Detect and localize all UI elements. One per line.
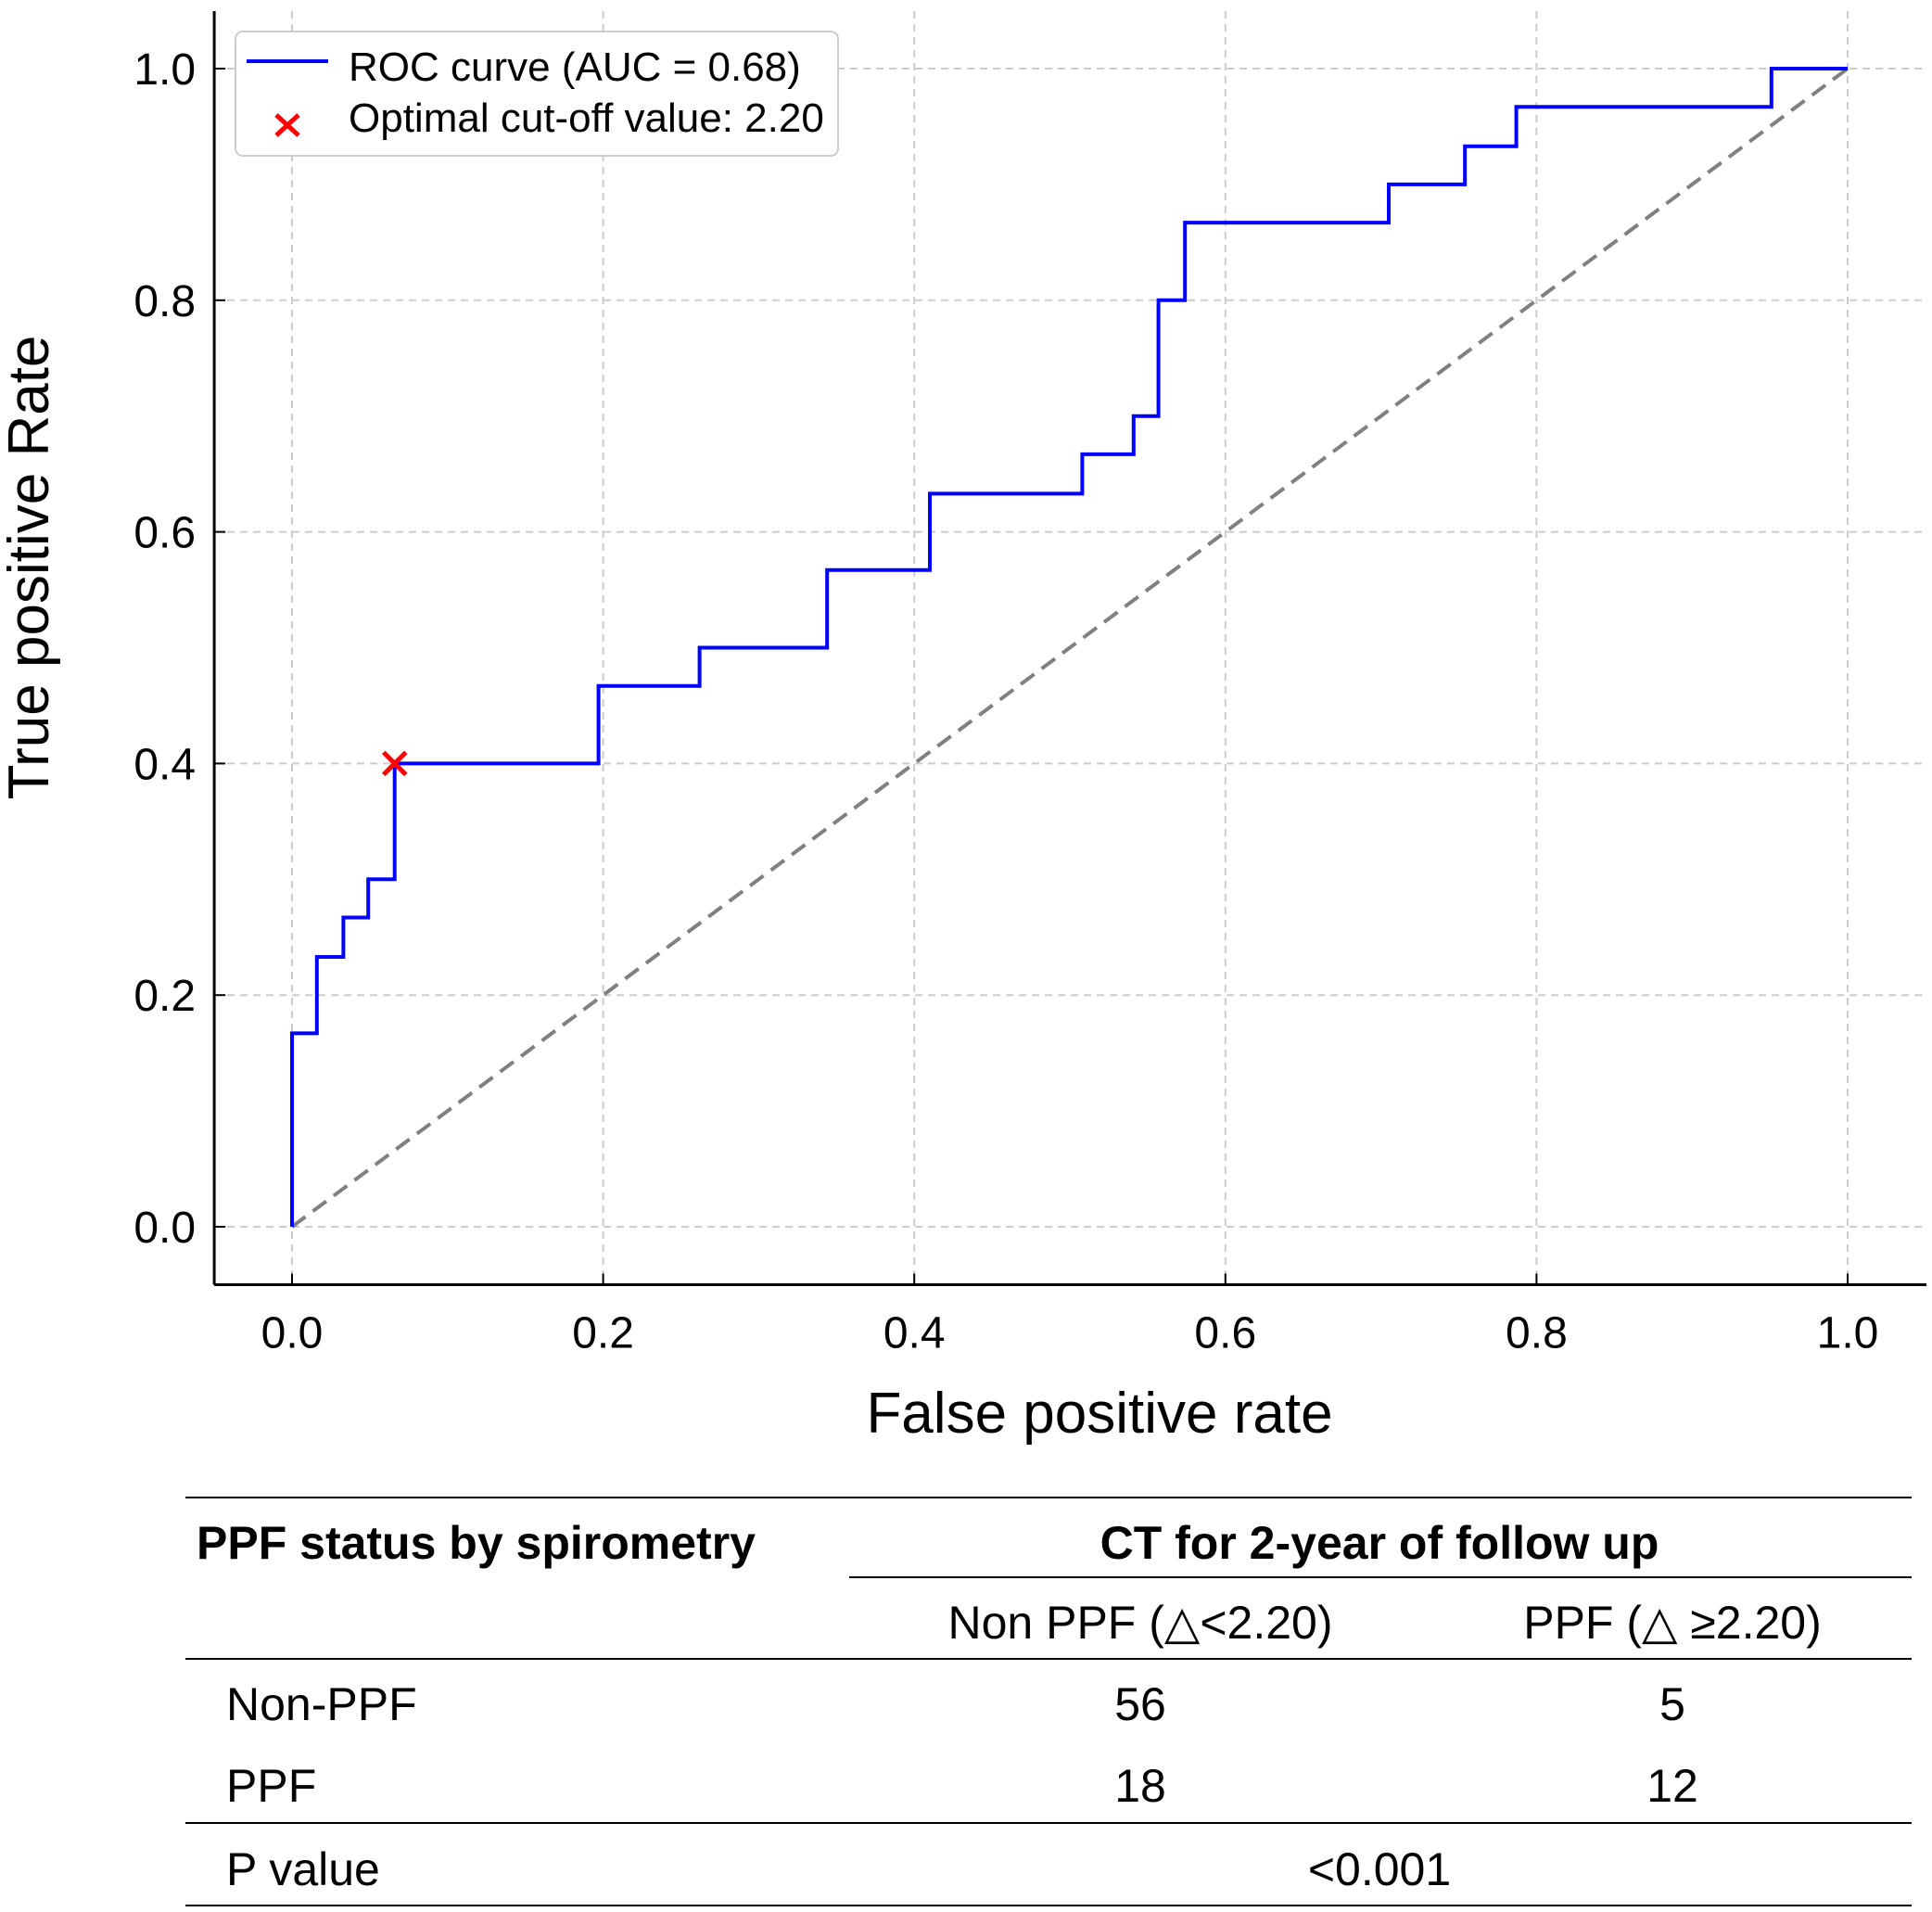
y-tick-label: 0.8 (133, 277, 196, 326)
optimal-cutoff-marker (381, 750, 408, 777)
y-tick-label: 0.2 (133, 972, 196, 1021)
row-header-title: PPF status by spirometry (197, 1517, 756, 1569)
cell-ppf-col1: 18 (1114, 1760, 1166, 1812)
row-label-ppf: PPF (226, 1760, 317, 1812)
tick-labels: 0.0 0.2 0.4 0.6 0.8 1.0 0.0 0.2 0.4 0.6 0.8 1.0 (133, 45, 1878, 1358)
y-tick-label: 0.6 (133, 509, 196, 558)
p-value-label: P value (226, 1843, 380, 1895)
legend: ROC curve (AUC = 0.68) Optimal cut-off v… (235, 31, 839, 157)
ppf-contingency-table: PPF status by spirometry CT for 2-year o… (185, 1493, 1912, 1910)
legend-x-swatch (274, 113, 300, 137)
table-header-rule (185, 1658, 1912, 1660)
cutoff-point (381, 750, 408, 777)
x-tick-label: 1.0 (1817, 1308, 1879, 1358)
x-axis-label: False positive rate (866, 1382, 1332, 1446)
column-header-ppf: PPF (△ ≥2.20) (1523, 1597, 1822, 1649)
y-tick-label: 1.0 (133, 45, 196, 95)
x-tick-label: 0.2 (572, 1308, 634, 1358)
x-tick-label: 0.4 (883, 1308, 946, 1358)
y-tick-label: 0.4 (133, 740, 196, 789)
chance-diagonal-line (290, 67, 1849, 1229)
y-axis-label: True positive Rate (0, 336, 61, 800)
cell-non-ppf-col2: 5 (1659, 1678, 1685, 1730)
legend-entry-roc: ROC curve (AUC = 0.68) (349, 45, 801, 90)
roc-chart: 0.0 0.2 0.4 0.6 0.8 1.0 0.0 0.2 0.4 0.6 0.8 1.0 Fal… (0, 11, 1926, 1446)
column-header-non-ppf: Non PPF (△<2.20) (947, 1597, 1333, 1649)
x-tick-label: 0.8 (1506, 1308, 1568, 1358)
legend-entry-cutoff: Optimal cut-off value: 2.20 (349, 96, 824, 141)
axes (212, 11, 1926, 1286)
legend-box (235, 31, 839, 157)
table-top-rule (185, 1497, 1912, 1498)
roc-curve-line (290, 67, 1848, 1227)
group-header-rule (849, 1576, 1912, 1578)
row-label-non-ppf: Non-PPF (226, 1678, 417, 1730)
p-value: <0.001 (1307, 1843, 1452, 1895)
cell-non-ppf-col1: 56 (1114, 1678, 1166, 1730)
x-tick-label: 0.6 (1194, 1308, 1256, 1358)
table-mid-rule (185, 1822, 1912, 1824)
y-tick-label: 0.0 (133, 1204, 196, 1253)
cutoff-x-stroke (381, 750, 408, 777)
table-bottom-rule (185, 1905, 1912, 1906)
group-header-title: CT for 2-year of follow up (1099, 1517, 1659, 1569)
cell-ppf-col2: 12 (1646, 1760, 1698, 1812)
x-tick-label: 0.0 (261, 1308, 324, 1358)
